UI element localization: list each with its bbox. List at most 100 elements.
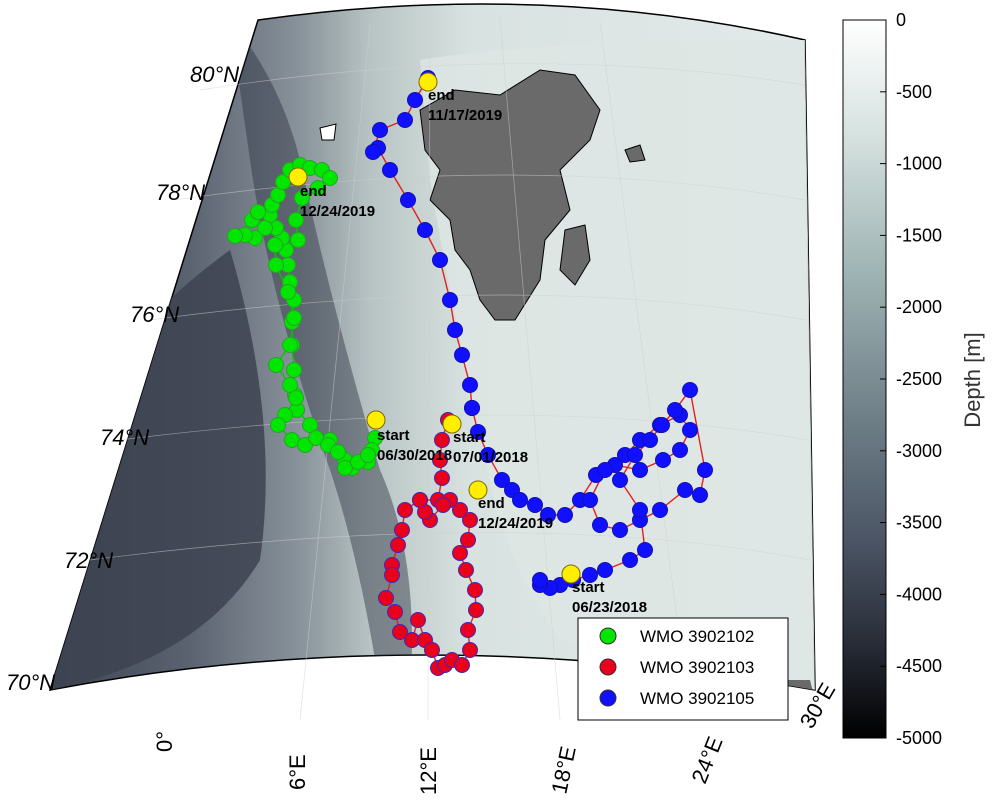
- float-position-marker: [288, 212, 304, 228]
- float-position-marker: [286, 362, 302, 378]
- float-position-marker: [458, 562, 474, 578]
- colorbar-tick-label: -4000: [896, 584, 942, 604]
- lon-label-12e: 12°E: [416, 747, 441, 795]
- colorbar-tick-label: -1000: [896, 154, 942, 174]
- float-position-marker: [434, 470, 450, 486]
- float-position-marker: [365, 144, 381, 160]
- float-position-marker: [612, 522, 628, 538]
- small-island: [319, 123, 337, 141]
- deep-basin-shade: [50, 250, 266, 690]
- lat-label-74: 74°N: [100, 425, 149, 450]
- float-position-marker: [378, 590, 394, 606]
- float-position-marker: [410, 612, 426, 628]
- float-position-marker: [494, 472, 510, 488]
- graticule: [89, 17, 811, 721]
- float-position-marker: [442, 292, 458, 308]
- svalbard-land: [419, 69, 601, 321]
- float-position-marker: [462, 377, 478, 393]
- annotations: end11/17/2019end12/24/2019start06/30/201…: [288, 72, 647, 616]
- float-position-marker: [597, 462, 613, 478]
- float-position-marker: [460, 622, 476, 638]
- float-position-marker: [288, 390, 304, 406]
- lat-label-78: 78°N: [156, 180, 205, 205]
- float-position-marker: [267, 237, 283, 253]
- float-position-marker: [612, 472, 628, 488]
- float-position-marker: [627, 447, 643, 463]
- float-position-marker: [360, 447, 376, 463]
- colorbar-tick-label: -2500: [896, 369, 942, 389]
- float-position-marker: [652, 502, 668, 518]
- legend-swatch: [599, 627, 617, 645]
- float-position-marker: [642, 432, 658, 448]
- float-position-marker: [302, 417, 318, 433]
- float-position-marker: [512, 492, 528, 508]
- milestone-marker: [561, 564, 581, 584]
- float-position-marker: [527, 497, 543, 513]
- legend-swatch: [599, 658, 617, 676]
- annotation-date: 06/23/2018: [572, 599, 647, 616]
- float-position-marker: [390, 537, 406, 553]
- milestone-marker: [288, 167, 308, 187]
- float-position-marker: [468, 602, 484, 618]
- float-position-marker: [397, 502, 413, 518]
- colorbar-tick-label: -5000: [896, 728, 942, 748]
- float-position-marker: [372, 122, 388, 138]
- float-position-marker: [417, 222, 433, 238]
- colorbar-tick-label: -3000: [896, 441, 942, 461]
- float-position-marker: [280, 284, 296, 300]
- edgeoya-land: [559, 224, 591, 286]
- float-position-marker: [632, 502, 648, 518]
- annotation-event: end: [428, 87, 455, 104]
- float-position-marker: [227, 228, 243, 244]
- annotation-event: start: [377, 427, 410, 444]
- float-position-marker: [654, 417, 670, 433]
- float-position-marker: [637, 542, 653, 558]
- float-position-marker: [462, 512, 478, 528]
- float-position-marker: [540, 507, 556, 523]
- float-position-marker: [282, 337, 298, 353]
- kong-karls-land: [624, 144, 646, 163]
- colorbar-tick-label: 0: [896, 10, 906, 30]
- float-position-marker: [397, 112, 413, 128]
- lon-label-18e: 18°E: [546, 744, 580, 796]
- lat-label-70: 70°N: [6, 670, 55, 695]
- float-position-marker: [677, 482, 693, 498]
- float-position-marker: [435, 497, 451, 513]
- float-position-marker: [434, 432, 450, 448]
- float-position-marker: [622, 552, 638, 568]
- milestone-marker: [366, 410, 386, 430]
- legend-label: WMO 3902102: [640, 627, 754, 646]
- float-position-marker: [582, 492, 598, 508]
- lon-label-0: 0°: [152, 731, 177, 752]
- float-position-marker: [310, 180, 326, 196]
- float-position-marker: [557, 507, 573, 523]
- lat-label-76: 76°N: [130, 302, 179, 327]
- float-position-marker: [682, 422, 698, 438]
- legend-label: WMO 3902105: [640, 689, 754, 708]
- float-tracks: [227, 70, 713, 676]
- annotation-date: 11/17/2019: [428, 107, 502, 124]
- milestone-marker: [468, 480, 488, 500]
- colorbar-gradient: [842, 19, 887, 739]
- annotation-event: start: [453, 429, 486, 446]
- float-position-marker: [387, 604, 403, 620]
- float-position-marker: [286, 310, 302, 326]
- float-position-marker: [460, 532, 476, 548]
- lon-label-24e: 24°E: [686, 733, 727, 787]
- float-position-marker: [467, 582, 483, 598]
- colorbar-tick-label: -2000: [896, 297, 942, 317]
- annotation-event: end: [478, 495, 505, 512]
- annotation-event: end: [300, 183, 327, 200]
- colorbar-title: Depth [m]: [960, 332, 985, 427]
- float-position-marker: [632, 462, 648, 478]
- float-position-marker: [268, 257, 284, 273]
- colorbar: 0 -500 -1000 -1500 -2000 -2500 -3000 -3500 -4000…: [842, 10, 985, 748]
- legend-label: WMO 3902103: [640, 658, 754, 677]
- float-position-marker: [394, 522, 410, 538]
- float-position-marker: [454, 347, 470, 363]
- colorbar-tick-label: -500: [896, 82, 932, 102]
- milestone-marker: [442, 414, 462, 434]
- float-position-marker: [392, 624, 408, 640]
